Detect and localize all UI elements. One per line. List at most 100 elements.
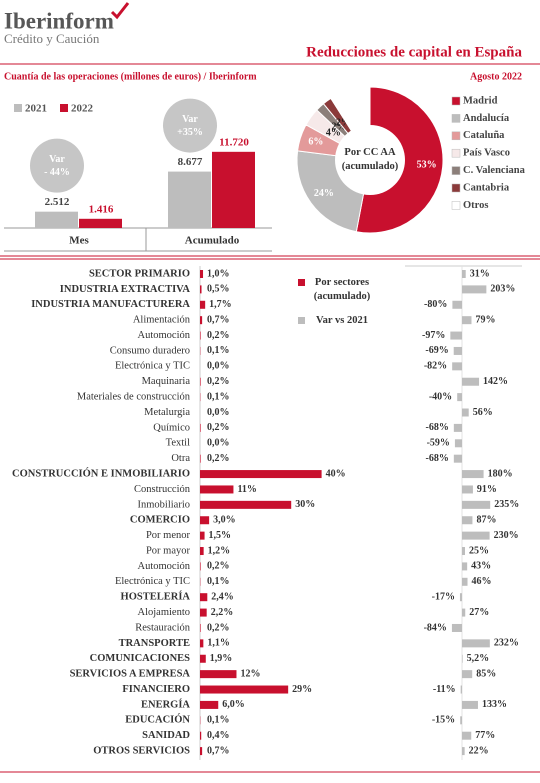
value-label: 0,0% [207, 438, 230, 449]
category-label: SANIDAD [142, 730, 190, 741]
value-label: 29% [292, 684, 312, 695]
bar [200, 300, 206, 309]
value-label: 1,1% [207, 638, 230, 649]
title: Reducciones de capital en España [306, 44, 522, 60]
bar [462, 654, 463, 663]
value-label: 22% [469, 745, 489, 756]
value-label: 0,1% [207, 391, 230, 402]
value-label: 1,7% [209, 299, 232, 310]
legend-label: Var vs 2021 [316, 315, 368, 326]
category-label: Automoción [138, 330, 191, 341]
bar [200, 316, 203, 325]
bar [450, 331, 462, 340]
bar [460, 685, 462, 694]
bar [453, 346, 462, 355]
legend-swatch [14, 104, 22, 112]
bar [453, 454, 462, 463]
value-label: 1,0% [207, 268, 230, 279]
value-label: 43% [471, 561, 491, 572]
bar [200, 516, 210, 525]
value-label: 5,2% [467, 653, 490, 664]
value-label: 235% [494, 499, 519, 510]
value-label: 230% [494, 530, 519, 541]
category-label: Consumo duradero [110, 345, 190, 356]
category-label: Electrónica y TIC [115, 361, 190, 372]
value-label: 0,1% [207, 345, 230, 356]
value-label: 0,2% [207, 453, 230, 464]
value-label: 27% [469, 607, 489, 618]
value-label: 77% [475, 730, 495, 741]
value-label: 2% [332, 121, 347, 132]
brand: Iberinform [4, 8, 114, 33]
category-label: Electrónica y TIC [115, 576, 190, 587]
value-label: -59% [427, 438, 450, 449]
value-label: 30% [295, 499, 315, 510]
value-label: 2,4% [211, 591, 234, 602]
pie-hole [335, 125, 405, 195]
value-label: -69% [425, 345, 448, 356]
legend-swatch [298, 279, 305, 286]
value-label: -97% [422, 330, 445, 341]
value-label: 0,7% [207, 745, 230, 756]
value-label: 1,2% [208, 545, 231, 556]
legend-swatch [60, 104, 68, 112]
value-label: 0,0% [207, 407, 230, 418]
bar [452, 362, 462, 371]
bar [462, 500, 491, 509]
category-label: Otra [171, 453, 190, 464]
value-label: 0,1% [207, 715, 230, 726]
legend-swatch [451, 166, 461, 175]
date: Agosto 2022 [470, 71, 522, 82]
bar [212, 151, 255, 228]
value-label: 2,2% [211, 607, 234, 618]
bar [35, 211, 78, 228]
legend-label: Por sectores (acumulado) [313, 277, 371, 302]
category-label: FINANCIERO [122, 684, 190, 695]
annotation-bubble [163, 98, 217, 153]
value-label: 6,0% [222, 699, 245, 710]
value-label: 56% [473, 407, 493, 418]
bar [462, 608, 466, 617]
bar [462, 285, 487, 294]
value-label: 203% [490, 284, 515, 295]
annotation-bubble [30, 138, 84, 193]
value-label: 0,2% [207, 376, 230, 387]
value-label: 0,2% [207, 622, 230, 633]
value-label: 0,2% [207, 330, 230, 341]
bar [200, 377, 201, 386]
legend-label: Otros [463, 200, 488, 211]
category-label: Metalurgia [144, 407, 190, 418]
value-label: 6% [308, 137, 323, 148]
bar [457, 393, 462, 402]
value-label: -17% [432, 591, 455, 602]
value-label: 87% [476, 515, 496, 526]
value-label: -11% [433, 684, 456, 695]
bar [200, 285, 202, 294]
value-label: 11% [237, 484, 256, 495]
bar [462, 470, 484, 479]
value-label: 0,7% [207, 314, 230, 325]
annotation: Var - 44% [44, 153, 70, 178]
value-label: 0,2% [207, 561, 230, 572]
value-label: -80% [424, 299, 447, 310]
value-label: -84% [424, 622, 447, 633]
category-label: OTROS SERVICIOS [93, 745, 190, 756]
value-label: 0,4% [207, 730, 230, 741]
legend-swatch [451, 131, 461, 141]
bar [462, 547, 465, 556]
category-label: Por menor [146, 530, 191, 541]
bar [200, 270, 204, 278]
value-label: -40% [429, 391, 452, 402]
bar [462, 639, 490, 648]
bar [200, 485, 234, 494]
bar [200, 500, 292, 509]
legend-label: Cantabria [463, 182, 510, 193]
bar [200, 685, 289, 694]
value-label: 0,5% [207, 284, 230, 295]
bar [462, 270, 466, 278]
bar [200, 670, 237, 679]
legend-label: 2021 [25, 103, 47, 115]
bar [462, 700, 478, 709]
tagline: Crédito y Caución [4, 31, 100, 46]
